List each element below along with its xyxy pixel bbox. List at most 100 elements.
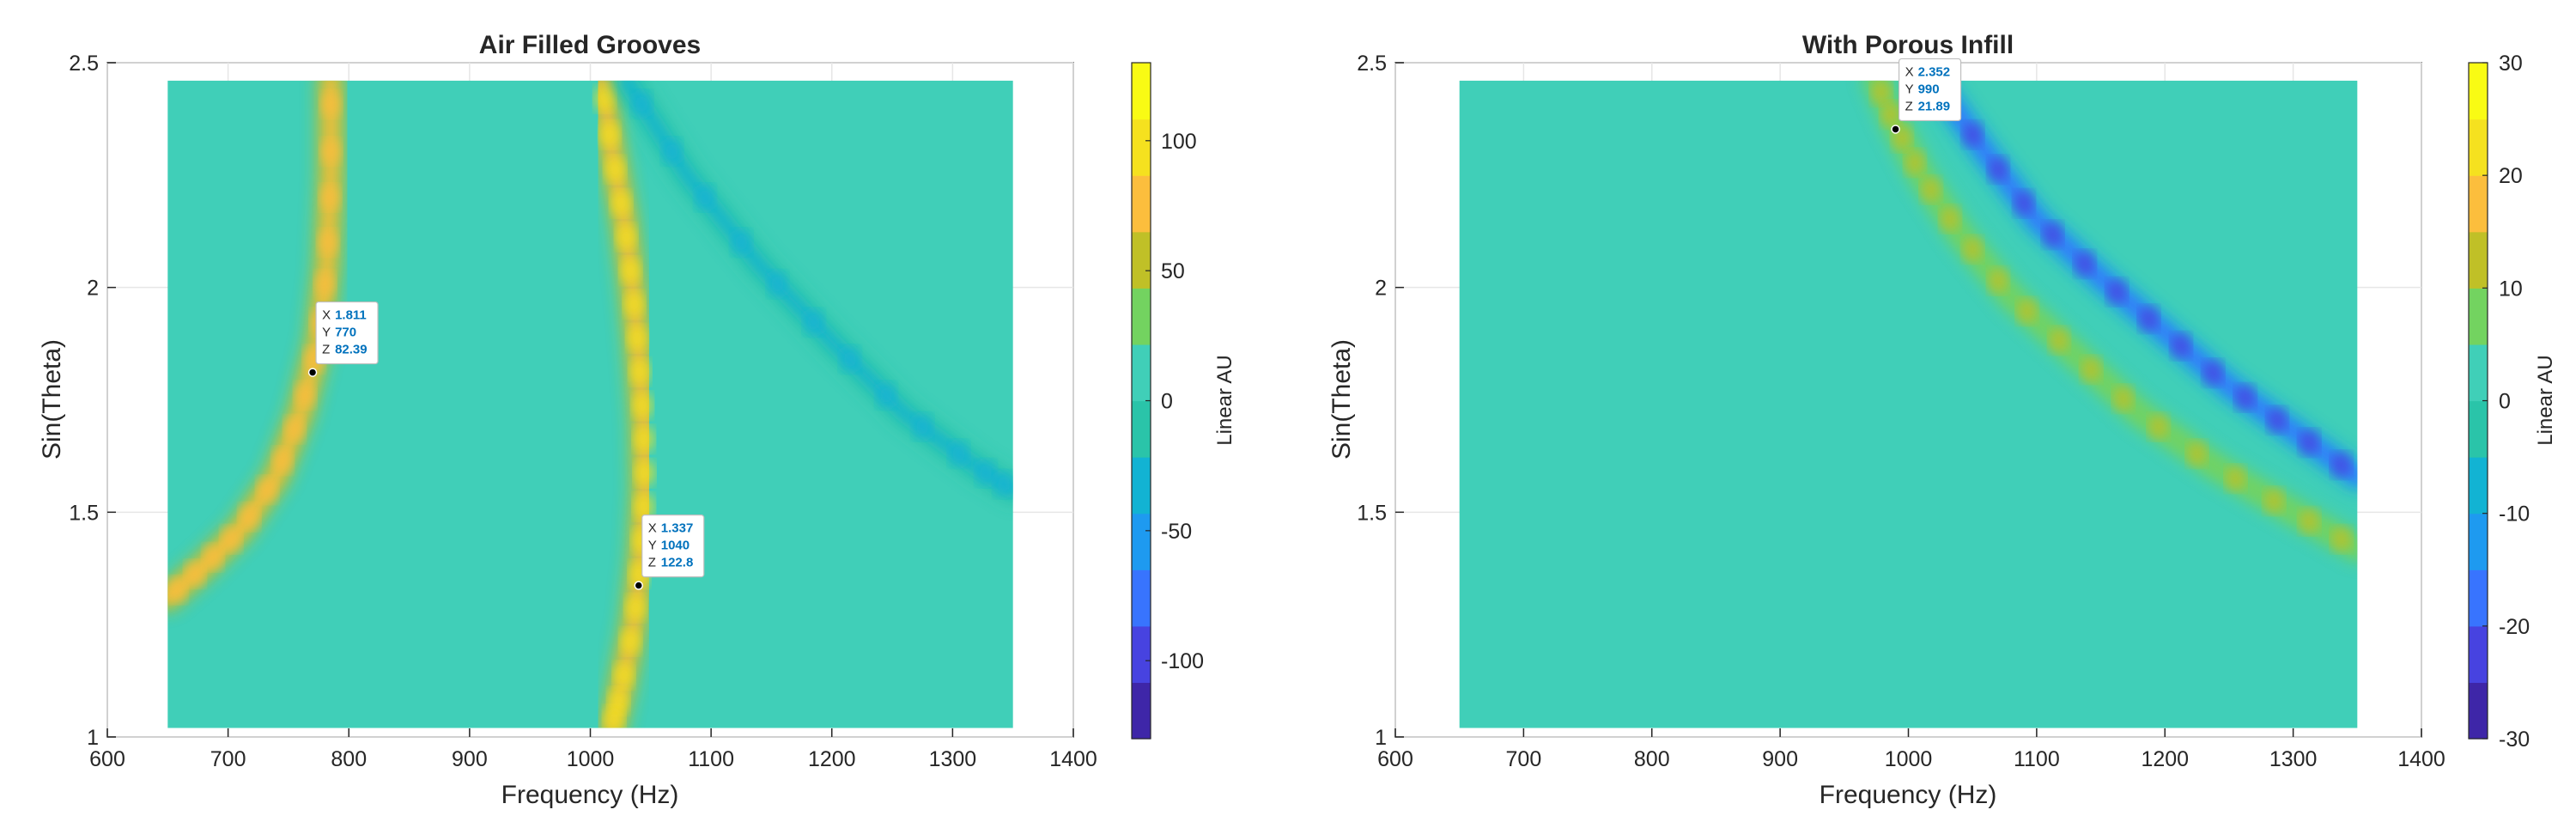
y-tick-label: 2.5	[69, 52, 99, 76]
positive-ridge-bead	[319, 185, 341, 210]
datatip-marker[interactable]	[307, 368, 318, 377]
x-axis-ticks: 600 700 800 900 1000 1100 1200 1300 1400	[89, 728, 1097, 771]
chart-panel-air-filled: Air Filled Grooves 600 700 800 900 1000 1100 1…	[38, 31, 1236, 809]
colorbar-segment	[2469, 400, 2488, 458]
x-tick-label: 1100	[688, 747, 734, 771]
x-tick-label: 600	[89, 747, 125, 771]
positive-ridge-bead	[257, 477, 278, 503]
x-tick-label: 800	[331, 747, 367, 771]
negative-ridge-bead	[2266, 407, 2287, 434]
datatip-key: Y	[322, 326, 331, 340]
datatip-key: X	[648, 521, 657, 536]
colorbar-tick-label: 50	[1161, 259, 1185, 283]
datatip-value: 1040	[661, 539, 690, 553]
positive-ridge-bead	[2263, 488, 2285, 514]
positive-ridge-bead	[625, 594, 647, 621]
colorbar-segment	[2469, 457, 2488, 514]
positive-ridge-bead	[184, 561, 205, 588]
y-axis-label: Sin(Theta)	[1327, 339, 1356, 460]
colorbar-segment	[2469, 513, 2488, 570]
datatip[interactable]: X 1.337 Y 1040 Z 122.8	[634, 514, 705, 590]
negative-ridge-bead	[2202, 360, 2224, 387]
negative-ridge-bead	[975, 460, 997, 486]
datatip-key: X	[322, 308, 331, 323]
negative-ridge-bead	[1988, 156, 2009, 183]
positive-ridge-bead	[167, 576, 187, 603]
colorbar-segment	[2469, 63, 2488, 120]
negative-ridge-bead	[2330, 452, 2352, 478]
negative-ridge-bead	[2299, 429, 2320, 456]
negative-ridge-bead	[2138, 306, 2160, 332]
x-axis-label: Frequency (Hz)	[501, 781, 679, 809]
datatip-value: 1.337	[661, 521, 694, 536]
chart-panel-porous-infill: With Porous Infill 600 700 800 900 1000 1100 1…	[1327, 31, 2557, 809]
positive-ridge-bead	[1904, 149, 1925, 176]
positive-ridge-bead	[320, 91, 342, 118]
positive-ridge-bead	[623, 291, 645, 318]
positive-ridge-bead	[239, 503, 260, 530]
colorbar-segment	[2469, 175, 2488, 233]
positive-ridge-bead	[634, 460, 655, 486]
positive-ridge-bead	[221, 526, 242, 552]
colorbar-tick-label: -50	[1161, 520, 1192, 544]
datatip-box	[641, 514, 705, 578]
positive-ridge-bead	[604, 706, 625, 728]
datatip[interactable]: X 1.811 Y 770 Z 82.39	[307, 301, 379, 377]
colorbar-segment	[1132, 457, 1151, 514]
positive-ridge-bead	[1920, 176, 1941, 203]
colorbar-segment	[2469, 288, 2488, 345]
x-tick-label: 1400	[1049, 747, 1097, 771]
colorbar-tick-label: -30	[2499, 728, 2530, 752]
heatmap-features	[1862, 80, 2358, 563]
colorbar-segment	[1132, 175, 1151, 233]
y-tick-label: 1.5	[69, 501, 99, 525]
x-tick-label: 900	[1762, 747, 1798, 771]
positive-ridge-bead	[599, 121, 620, 148]
colorbar: -30 -20 -10 0 10 20 30	[2468, 52, 2530, 752]
positive-ridge-bead	[314, 271, 336, 297]
chart-title: Air Filled Grooves	[479, 31, 701, 59]
colorbar-segment	[1132, 288, 1151, 345]
x-tick-label: 600	[1377, 747, 1413, 771]
positive-ridge-bead	[283, 416, 305, 442]
datatip-marker[interactable]	[1891, 125, 1900, 134]
x-axis-ticks: 600 700 800 900 1000 1100 1200 1300 1400	[1377, 728, 2445, 771]
datatip-key: Z	[322, 343, 330, 357]
colorbar-segment	[1132, 63, 1151, 120]
positive-ridge-bead	[2016, 298, 2038, 325]
negative-ridge-bead	[1962, 121, 1984, 148]
positive-ridge-bead	[620, 258, 641, 284]
negative-ridge-bead	[803, 309, 824, 336]
negative-ridge-bead	[2042, 222, 2063, 248]
datatip-key: Z	[1905, 99, 1913, 113]
x-tick-label: 1000	[1885, 747, 1933, 771]
colorbar-segment	[1132, 569, 1151, 627]
positive-ridge-bead	[295, 382, 316, 409]
negative-ridge-bead	[767, 271, 788, 297]
colorbar-label: Linear AU	[2534, 355, 2557, 445]
negative-ridge-bead	[839, 346, 860, 373]
colorbar-segment	[1132, 513, 1151, 570]
colorbar-tick-label: 0	[2499, 390, 2511, 414]
negative-ridge-bead	[695, 185, 716, 210]
datatip-marker[interactable]	[634, 581, 643, 590]
positive-ridge-bead	[2148, 413, 2169, 440]
positive-ridge-bead	[2330, 526, 2352, 552]
positive-ridge-bead	[594, 85, 616, 112]
y-tick-label: 1	[1375, 726, 1387, 750]
colorbar-tick-label: 20	[2499, 164, 2523, 188]
datatip-value: 122.8	[661, 556, 694, 570]
positive-ridge-bead	[1988, 267, 2009, 294]
datatip-value: 2.352	[1918, 64, 1951, 79]
x-tick-label: 700	[1506, 747, 1542, 771]
datatip[interactable]: X 2.352 Y 990 Z 21.89	[1891, 58, 1962, 134]
y-axis-label: Sin(Theta)	[38, 339, 66, 460]
datatip-key: Z	[648, 556, 656, 570]
colorbar-tick-label: 100	[1161, 130, 1197, 154]
colorbar-segment	[2469, 625, 2488, 684]
positive-ridge-bead	[1870, 80, 1892, 106]
colorbar-label: Linear AU	[1213, 355, 1236, 445]
positive-ridge-bead	[1940, 205, 1961, 232]
chart-title: With Porous Infill	[1802, 31, 2014, 59]
x-tick-label: 1100	[2014, 747, 2060, 771]
